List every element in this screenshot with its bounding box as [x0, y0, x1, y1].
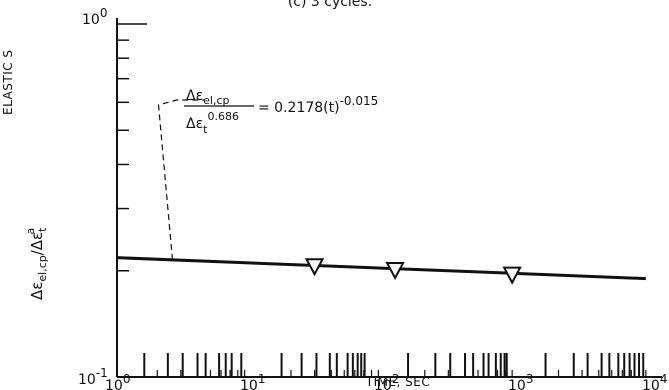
x-tick-label-2: 101	[240, 372, 265, 390]
data-markers	[304, 258, 522, 285]
data-point	[304, 258, 325, 277]
rug-ticks	[143, 353, 645, 377]
data-point	[385, 261, 405, 281]
equation-numerator: Δεel,cp	[186, 88, 230, 107]
y-axis-label: Δεel,cp/Δεta	[24, 227, 49, 300]
equation-denominator: Δεt0.686	[186, 110, 239, 136]
equation-rhs: = 0.2178(t)-0.015	[258, 94, 378, 116]
fit-equation: Δεel,cp Δεt0.686 = 0.2178(t)-0.015	[184, 88, 378, 136]
x-tick-label-3: 102	[374, 372, 399, 390]
equation-leader-line	[157, 99, 205, 260]
chart-title: (c) 3 cycles.	[288, 0, 372, 10]
y-tick-label-bottom: 10-1	[78, 366, 108, 388]
x-tick-label-1: 100	[105, 372, 130, 390]
y-axis-minor-ticks	[117, 23, 147, 378]
fit-line	[116, 256, 646, 281]
x-tick-label-4: 103	[508, 372, 533, 390]
y-tick-label-top: 100	[82, 6, 107, 28]
x-axis-minor-ticks	[156, 370, 647, 377]
x-tick-label-5: 104	[642, 372, 667, 390]
data-point	[502, 266, 522, 285]
left-edge-label: ELASTIC S	[1, 49, 15, 115]
x-axis-label: TIME, SEC	[365, 375, 431, 389]
